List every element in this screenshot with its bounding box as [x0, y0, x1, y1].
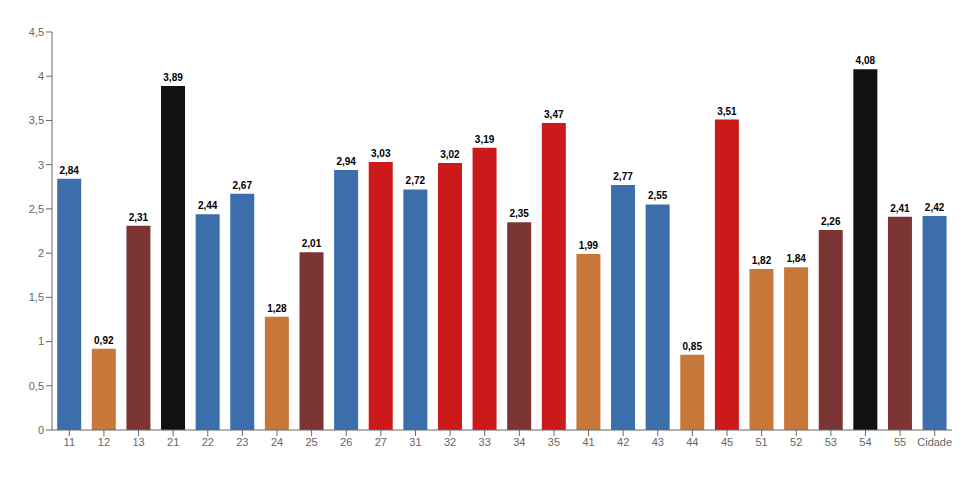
svg-text:1,84: 1,84: [786, 253, 806, 264]
svg-text:43: 43: [652, 436, 664, 448]
svg-text:3,51: 3,51: [717, 106, 737, 117]
svg-text:0: 0: [38, 424, 44, 436]
svg-text:3,03: 3,03: [371, 148, 391, 159]
svg-text:2,44: 2,44: [198, 200, 218, 211]
svg-text:1,82: 1,82: [752, 255, 772, 266]
svg-text:21: 21: [167, 436, 179, 448]
svg-text:1,28: 1,28: [267, 303, 287, 314]
svg-text:12: 12: [98, 436, 110, 448]
svg-text:2,72: 2,72: [406, 175, 426, 186]
svg-text:Cidade: Cidade: [917, 436, 952, 448]
svg-text:26: 26: [340, 436, 352, 448]
svg-text:23: 23: [236, 436, 248, 448]
svg-text:45: 45: [721, 436, 733, 448]
svg-text:25: 25: [305, 436, 317, 448]
svg-text:2: 2: [38, 247, 44, 259]
svg-text:11: 11: [64, 436, 75, 448]
svg-text:55: 55: [894, 436, 906, 448]
svg-text:2,26: 2,26: [821, 216, 841, 227]
svg-text:54: 54: [859, 436, 871, 448]
svg-text:3,02: 3,02: [440, 149, 460, 160]
svg-text:3,89: 3,89: [163, 72, 183, 83]
svg-text:2,41: 2,41: [890, 203, 910, 214]
svg-text:4: 4: [38, 70, 44, 82]
svg-text:52: 52: [790, 436, 802, 448]
svg-text:0,5: 0,5: [29, 380, 44, 392]
svg-text:0,92: 0,92: [94, 335, 114, 346]
svg-text:41: 41: [582, 436, 594, 448]
svg-text:2,31: 2,31: [129, 212, 149, 223]
svg-text:1,99: 1,99: [579, 240, 599, 251]
svg-text:2,94: 2,94: [336, 156, 356, 167]
svg-text:31: 31: [409, 436, 421, 448]
svg-text:3,47: 3,47: [544, 109, 564, 120]
svg-text:2,84: 2,84: [59, 165, 79, 176]
svg-text:2,5: 2,5: [29, 203, 44, 215]
svg-text:32: 32: [444, 436, 456, 448]
svg-text:24: 24: [271, 436, 283, 448]
svg-text:35: 35: [548, 436, 560, 448]
svg-text:3,19: 3,19: [475, 134, 495, 145]
svg-text:22: 22: [202, 436, 214, 448]
svg-text:2,77: 2,77: [613, 171, 633, 182]
svg-text:33: 33: [479, 436, 491, 448]
svg-text:3,5: 3,5: [29, 114, 44, 126]
svg-text:53: 53: [825, 436, 837, 448]
svg-text:2,01: 2,01: [302, 238, 322, 249]
svg-text:2,35: 2,35: [509, 208, 529, 219]
svg-text:1,5: 1,5: [29, 291, 44, 303]
svg-text:3: 3: [38, 159, 44, 171]
svg-text:0,85: 0,85: [683, 341, 703, 352]
svg-text:2,67: 2,67: [233, 180, 253, 191]
svg-text:2,55: 2,55: [648, 190, 668, 201]
svg-text:44: 44: [686, 436, 698, 448]
svg-text:42: 42: [617, 436, 629, 448]
svg-text:4,08: 4,08: [856, 55, 876, 66]
svg-text:1: 1: [38, 335, 44, 347]
svg-text:34: 34: [513, 436, 525, 448]
svg-text:4,5: 4,5: [29, 26, 44, 38]
svg-text:51: 51: [755, 436, 767, 448]
svg-text:13: 13: [132, 436, 144, 448]
svg-text:27: 27: [375, 436, 387, 448]
svg-text:2,42: 2,42: [925, 202, 945, 213]
